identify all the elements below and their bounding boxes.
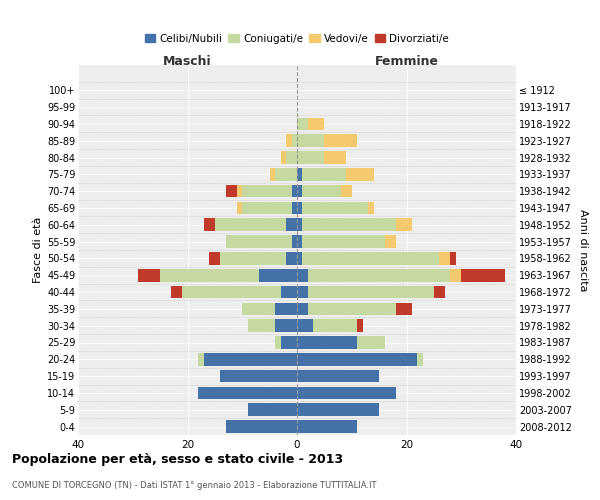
Text: Femmine: Femmine xyxy=(374,56,439,68)
Bar xyxy=(450,269,461,281)
Bar xyxy=(204,218,215,231)
Bar xyxy=(286,218,297,231)
Bar xyxy=(286,151,297,164)
Y-axis label: Fasce di età: Fasce di età xyxy=(32,217,43,283)
Bar xyxy=(368,202,374,214)
Bar xyxy=(308,118,325,130)
Bar xyxy=(237,202,242,214)
Bar xyxy=(286,134,292,147)
Bar xyxy=(275,302,297,315)
Bar xyxy=(297,134,325,147)
Bar xyxy=(297,404,379,416)
Bar xyxy=(346,168,374,180)
Bar xyxy=(297,320,313,332)
Bar xyxy=(297,202,302,214)
Bar xyxy=(292,134,297,147)
Bar xyxy=(302,236,385,248)
Text: COMUNE DI TORCEGNO (TN) - Dati ISTAT 1° gennaio 2013 - Elaborazione TUTTITALIA.I: COMUNE DI TORCEGNO (TN) - Dati ISTAT 1° … xyxy=(12,480,377,490)
Bar xyxy=(302,168,346,180)
Bar xyxy=(385,236,395,248)
Bar xyxy=(302,252,439,264)
Bar xyxy=(182,286,281,298)
Bar xyxy=(357,336,385,349)
Bar xyxy=(275,320,297,332)
Bar xyxy=(297,168,302,180)
Bar xyxy=(286,252,297,264)
Bar xyxy=(248,320,275,332)
Bar xyxy=(281,336,297,349)
Bar xyxy=(226,185,237,198)
Bar xyxy=(160,269,259,281)
Bar xyxy=(215,218,286,231)
Bar xyxy=(297,236,302,248)
Bar xyxy=(220,370,297,382)
Bar xyxy=(248,404,297,416)
Bar xyxy=(259,269,297,281)
Bar xyxy=(302,202,368,214)
Bar xyxy=(292,236,297,248)
Bar xyxy=(302,218,395,231)
Bar xyxy=(313,320,357,332)
Bar xyxy=(450,252,456,264)
Bar xyxy=(237,185,242,198)
Bar xyxy=(418,353,423,366)
Bar xyxy=(220,252,286,264)
Y-axis label: Anni di nascita: Anni di nascita xyxy=(578,209,589,291)
Bar xyxy=(297,336,357,349)
Bar xyxy=(341,185,352,198)
Bar xyxy=(297,302,308,315)
Bar xyxy=(297,269,308,281)
Bar xyxy=(302,185,341,198)
Bar xyxy=(297,420,357,433)
Bar xyxy=(297,286,308,298)
Bar xyxy=(357,320,363,332)
Bar xyxy=(226,236,292,248)
Bar xyxy=(281,151,286,164)
Bar xyxy=(292,185,297,198)
Bar xyxy=(308,286,434,298)
Bar xyxy=(226,420,297,433)
Bar xyxy=(297,118,308,130)
Bar xyxy=(297,386,395,400)
Bar xyxy=(325,151,346,164)
Bar xyxy=(325,134,357,147)
Bar xyxy=(297,370,379,382)
Bar xyxy=(171,286,182,298)
Bar xyxy=(461,269,505,281)
Text: Maschi: Maschi xyxy=(163,56,212,68)
Bar xyxy=(297,151,325,164)
Bar xyxy=(209,252,220,264)
Text: Popolazione per età, sesso e stato civile - 2013: Popolazione per età, sesso e stato civil… xyxy=(12,452,343,466)
Bar xyxy=(204,353,297,366)
Bar xyxy=(395,218,412,231)
Bar xyxy=(297,185,302,198)
Bar xyxy=(297,353,418,366)
Bar xyxy=(242,185,292,198)
Bar xyxy=(269,168,275,180)
Bar xyxy=(297,218,302,231)
Bar xyxy=(395,302,412,315)
Bar xyxy=(281,286,297,298)
Bar xyxy=(275,336,281,349)
Bar xyxy=(308,302,395,315)
Bar xyxy=(242,202,292,214)
Bar xyxy=(242,302,275,315)
Bar xyxy=(138,269,160,281)
Bar xyxy=(199,353,204,366)
Bar xyxy=(434,286,445,298)
Bar xyxy=(199,386,297,400)
Bar xyxy=(308,269,450,281)
Bar xyxy=(275,168,297,180)
Bar xyxy=(439,252,450,264)
Bar xyxy=(292,202,297,214)
Legend: Celibi/Nubili, Coniugati/e, Vedovi/e, Divorziati/e: Celibi/Nubili, Coniugati/e, Vedovi/e, Di… xyxy=(140,30,454,48)
Bar xyxy=(297,252,302,264)
